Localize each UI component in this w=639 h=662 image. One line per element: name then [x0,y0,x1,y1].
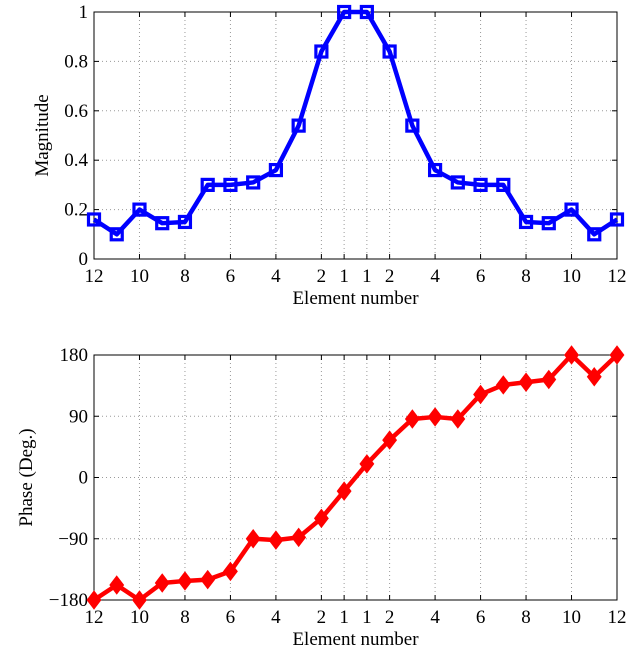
data-point [132,202,147,217]
data-point [109,575,125,595]
data-point [246,175,261,190]
x-tick-label: 8 [180,266,190,287]
data-point [587,227,602,242]
data-point [564,345,579,365]
data-point [450,175,465,190]
y-tick-label: 0 [79,468,89,489]
x-tick-label: 1 [339,607,349,628]
x-tick-label: 4 [271,266,281,287]
data-point [109,227,124,242]
x-axis-label: Element number [292,629,419,650]
data-point [473,384,489,405]
x-tick-label: 4 [430,266,440,287]
data-point [382,44,397,59]
x-tick-label: 1 [362,607,372,628]
data-point [177,214,193,230]
data-point [359,4,374,20]
x-tick-label: 4 [271,607,281,628]
series-line [92,9,619,237]
data-point [450,409,466,429]
y-tick-label: 0.6 [64,101,88,122]
data-point [405,118,420,133]
y-tick-label: 0.2 [64,200,88,221]
data-point [427,162,443,178]
data-point [200,569,216,590]
x-tick-label: 2 [317,266,327,287]
x-tick-label: 10 [130,607,149,628]
y-tick-label: 0.8 [64,51,88,72]
data-point [473,177,488,192]
y-tick-label: 0 [79,249,89,270]
data-point [564,202,579,217]
x-tick-label: 6 [226,266,236,287]
x-tick-label: 10 [130,266,149,287]
data-point [154,573,170,593]
x-tick-label: 10 [562,607,581,628]
x-tick-label: 1 [362,266,372,287]
data-point [382,430,398,450]
data-point [609,345,625,365]
x-tick-label: 2 [385,607,395,628]
data-point [200,177,215,192]
data-point [223,177,238,192]
data-point [155,216,170,231]
data-point [541,216,556,231]
y-axis-label: Phase (Deg.) [16,428,37,526]
data-point [404,409,420,429]
data-point [427,407,443,427]
data-point [313,508,329,529]
x-tick-label: 12 [608,266,627,287]
y-tick-label: 0.4 [64,150,88,171]
data-point [291,118,306,133]
data-point [314,44,329,59]
data-point [337,4,352,20]
data-point [541,369,557,390]
x-tick-label: 8 [521,266,531,287]
x-tick-label: 2 [385,266,395,287]
y-axis-label: Magnitude [32,94,53,176]
y-tick-label: −180 [49,590,88,611]
x-tick-label: 12 [85,266,104,287]
x-tick-label: 8 [180,607,190,628]
y-tick-label: 1 [79,2,89,23]
x-tick-label: 6 [476,266,486,287]
data-point [268,530,284,550]
x-tick-label: 6 [226,607,236,628]
data-point [518,372,534,392]
x-tick-label: 8 [521,607,531,628]
x-tick-label: 12 [608,607,627,628]
data-point [336,481,352,501]
data-point [359,454,375,474]
data-point [245,529,261,549]
data-point [177,571,193,591]
x-tick-label: 1 [339,266,349,287]
data-point [86,212,102,227]
y-tick-label: −90 [58,529,88,550]
x-tick-label: 6 [476,607,486,628]
x-axis-label: Element number [292,288,419,309]
data-point [586,367,602,387]
data-point [495,375,511,395]
data-point [222,561,238,582]
data-point [518,214,534,230]
y-tick-label: 90 [69,406,88,427]
x-tick-label: 2 [317,607,327,628]
x-tick-label: 12 [85,607,104,628]
data-point [268,162,284,178]
y-tick-label: 180 [60,345,89,366]
data-point [86,590,102,610]
x-tick-label: 4 [430,607,440,628]
data-point [496,177,511,192]
x-tick-label: 10 [562,266,581,287]
data-point [132,590,147,610]
data-point [291,527,307,548]
data-point [609,212,625,227]
